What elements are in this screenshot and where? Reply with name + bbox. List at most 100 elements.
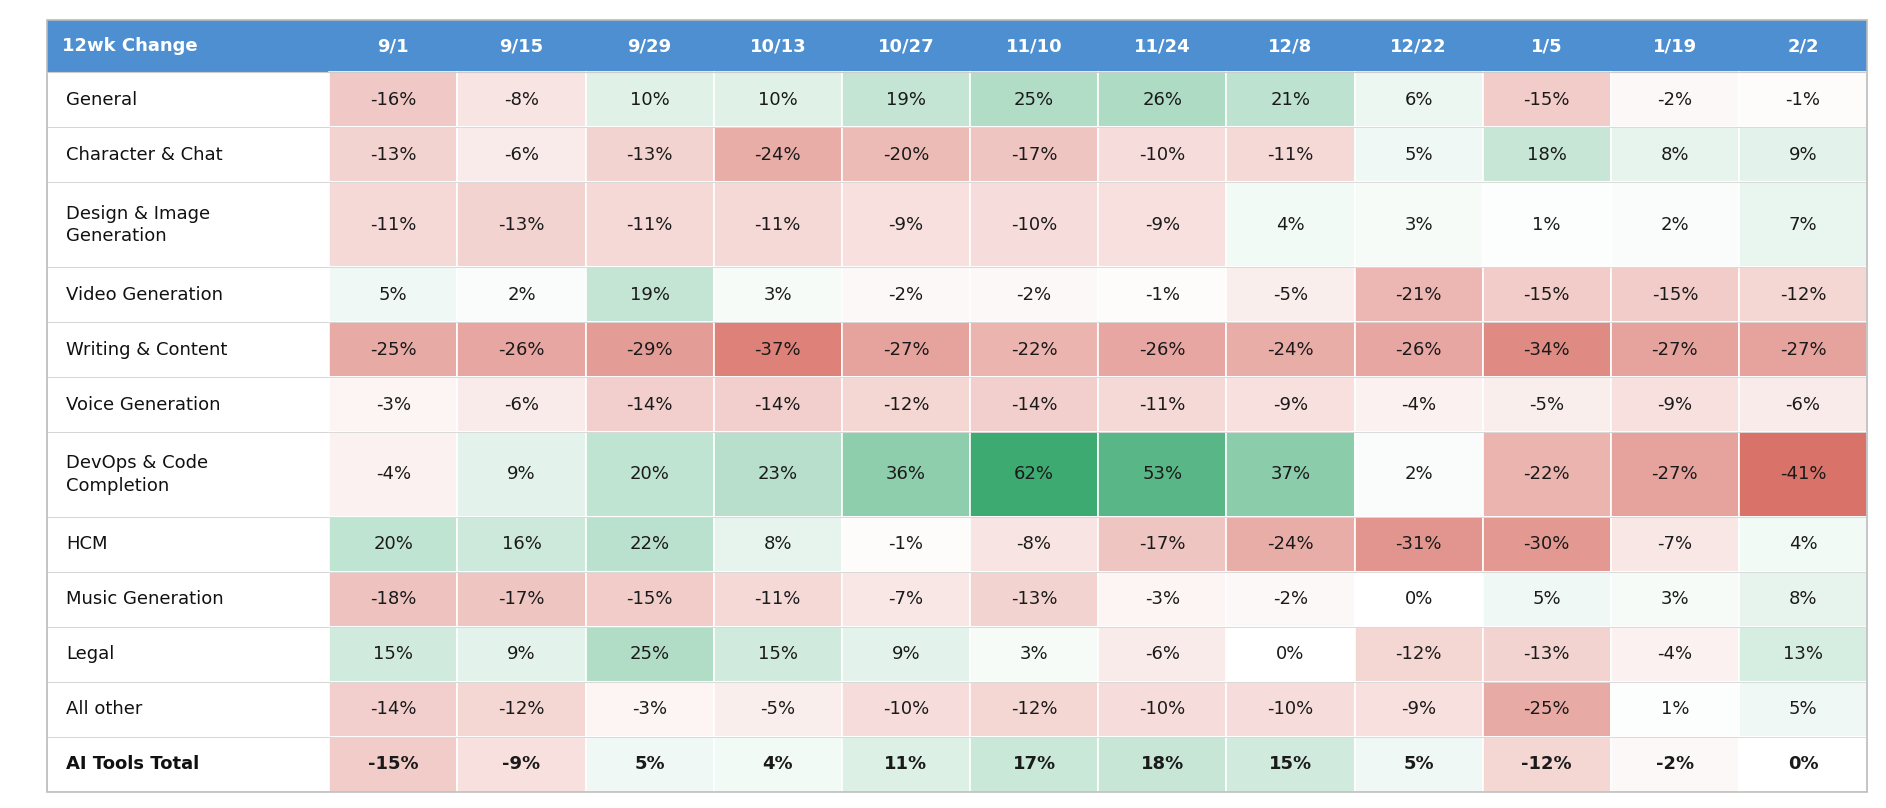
Bar: [1354, 322, 1482, 377]
Text: 12/8: 12/8: [1267, 37, 1313, 55]
Text: 8%: 8%: [764, 536, 792, 553]
Bar: [330, 377, 458, 432]
Text: -2%: -2%: [1017, 285, 1052, 304]
Text: 8%: 8%: [1662, 145, 1690, 164]
Text: -2%: -2%: [1273, 591, 1309, 608]
Bar: [330, 127, 458, 182]
Bar: [585, 517, 713, 572]
Text: -2%: -2%: [888, 285, 924, 304]
Text: -6%: -6%: [504, 145, 539, 164]
Text: -4%: -4%: [1658, 646, 1692, 663]
Bar: [713, 322, 841, 377]
Bar: [1098, 20, 1226, 72]
Text: -15%: -15%: [1524, 90, 1569, 109]
Text: 1%: 1%: [1662, 701, 1690, 718]
Bar: [1739, 72, 1867, 127]
Bar: [713, 377, 841, 432]
Text: 2%: 2%: [507, 285, 536, 304]
Bar: [458, 182, 585, 267]
Text: 2%: 2%: [1660, 216, 1690, 234]
Text: -13%: -13%: [626, 145, 673, 164]
Bar: [1354, 267, 1482, 322]
Text: 21%: 21%: [1271, 90, 1311, 109]
Text: 4%: 4%: [1277, 216, 1305, 234]
Text: HCM: HCM: [66, 536, 108, 553]
Bar: [1611, 572, 1739, 627]
Text: 1%: 1%: [1533, 216, 1562, 234]
Bar: [458, 572, 585, 627]
Text: All other: All other: [66, 701, 141, 718]
Text: 9/1: 9/1: [377, 37, 409, 55]
Bar: [1739, 377, 1867, 432]
Text: -11%: -11%: [754, 216, 802, 234]
Bar: [713, 572, 841, 627]
Text: 8%: 8%: [1788, 591, 1818, 608]
Bar: [585, 20, 713, 72]
Text: 10%: 10%: [630, 90, 670, 109]
Text: Design & Image
Generation: Design & Image Generation: [66, 204, 209, 245]
Bar: [841, 322, 969, 377]
Text: 7%: 7%: [1788, 216, 1818, 234]
Bar: [1482, 627, 1611, 682]
Bar: [1611, 682, 1739, 737]
Bar: [1354, 127, 1482, 182]
Bar: [47, 20, 330, 72]
Text: -5%: -5%: [760, 701, 796, 718]
Text: -9%: -9%: [888, 216, 924, 234]
Bar: [47, 682, 330, 737]
Bar: [47, 572, 330, 627]
Text: -11%: -11%: [370, 216, 417, 234]
Text: -12%: -12%: [1522, 755, 1573, 773]
Bar: [1226, 432, 1354, 517]
Bar: [969, 572, 1098, 627]
Bar: [1098, 517, 1226, 572]
Bar: [1611, 182, 1739, 267]
Bar: [841, 127, 969, 182]
Text: 26%: 26%: [1143, 90, 1183, 109]
Bar: [1098, 72, 1226, 127]
Bar: [1098, 737, 1226, 792]
Bar: [841, 182, 969, 267]
Bar: [330, 517, 458, 572]
Text: Legal: Legal: [66, 646, 115, 663]
Text: 5%: 5%: [1403, 755, 1433, 773]
Text: -22%: -22%: [1011, 340, 1058, 359]
Bar: [458, 322, 585, 377]
Bar: [1611, 20, 1739, 72]
Bar: [458, 737, 585, 792]
Bar: [585, 432, 713, 517]
Bar: [1611, 432, 1739, 517]
Text: 18%: 18%: [1528, 145, 1567, 164]
Text: 9%: 9%: [892, 646, 920, 663]
Text: -14%: -14%: [626, 396, 673, 414]
Text: 0%: 0%: [1788, 755, 1818, 773]
Text: -6%: -6%: [1786, 396, 1820, 414]
Text: -14%: -14%: [754, 396, 802, 414]
Bar: [1482, 377, 1611, 432]
Bar: [47, 72, 330, 127]
Text: -29%: -29%: [626, 340, 673, 359]
Bar: [1098, 267, 1226, 322]
Text: 3%: 3%: [1660, 591, 1690, 608]
Bar: [47, 182, 330, 267]
Bar: [458, 267, 585, 322]
Text: 53%: 53%: [1143, 465, 1183, 483]
Text: -2%: -2%: [1658, 90, 1692, 109]
Bar: [47, 737, 330, 792]
Text: Video Generation: Video Generation: [66, 285, 223, 304]
Bar: [969, 127, 1098, 182]
Text: -21%: -21%: [1396, 285, 1441, 304]
Bar: [841, 20, 969, 72]
Bar: [1482, 517, 1611, 572]
Text: 9%: 9%: [1788, 145, 1818, 164]
Bar: [713, 267, 841, 322]
Bar: [713, 20, 841, 72]
Text: -13%: -13%: [1011, 591, 1058, 608]
Bar: [1098, 572, 1226, 627]
Text: General: General: [66, 90, 138, 109]
Text: 19%: 19%: [630, 285, 670, 304]
Bar: [1611, 72, 1739, 127]
Bar: [1739, 182, 1867, 267]
Text: 11%: 11%: [885, 755, 928, 773]
Bar: [1611, 322, 1739, 377]
